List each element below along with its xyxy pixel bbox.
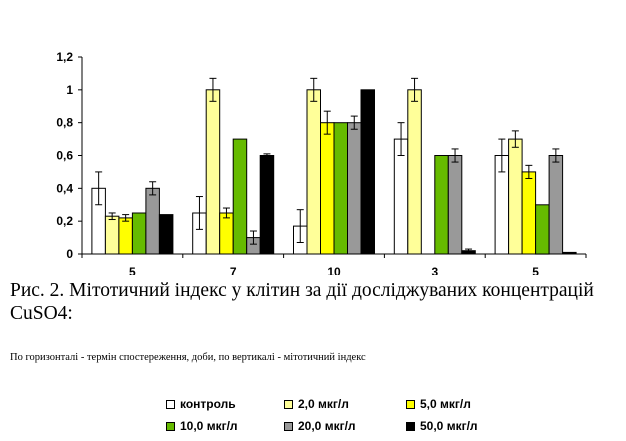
bar bbox=[347, 122, 362, 255]
bar bbox=[145, 187, 160, 255]
y-tick-label: 0,4 bbox=[56, 181, 73, 195]
bar bbox=[535, 204, 550, 255]
bar bbox=[232, 138, 248, 255]
bar bbox=[104, 215, 120, 255]
legend-item: контроль bbox=[166, 397, 284, 411]
bar bbox=[219, 212, 234, 255]
x-tick-label: 10 bbox=[327, 265, 341, 275]
x-tick-label: 5 bbox=[129, 265, 136, 275]
legend-label: 10,0 мкг/л bbox=[180, 419, 238, 433]
legend-item: 20,0 мкг/л bbox=[284, 419, 406, 433]
axes-layer: 0 0,2 0,4 0,6 0,8 1 1,2 5 7 10 3 5 bbox=[56, 50, 587, 275]
legend-item: 50,0 мкг/л bbox=[406, 419, 526, 433]
bar bbox=[407, 89, 422, 255]
x-tick-label: 3 bbox=[431, 265, 438, 275]
bar bbox=[158, 214, 174, 255]
y-tick-label: 0,2 bbox=[56, 214, 73, 228]
bar bbox=[306, 89, 321, 255]
legend-label: 2,0 мкг/л bbox=[298, 397, 349, 411]
y-tick-label: 1 bbox=[66, 83, 73, 97]
y-tick-label: 0,6 bbox=[56, 149, 73, 163]
bar bbox=[360, 89, 375, 255]
x-tick-label: 7 bbox=[230, 265, 237, 275]
bar bbox=[118, 217, 133, 255]
chart-legend: контроль 2,0 мкг/л 5,0 мкг/л 10,0 мкг/л 20,0… bbox=[166, 397, 526, 433]
legend-swatch bbox=[406, 399, 415, 409]
figure-caption: Рис. 2. Мітотичний індекс у клітин за ді… bbox=[10, 280, 594, 324]
bar bbox=[131, 212, 147, 255]
x-tick-label: 5 bbox=[532, 265, 539, 275]
mitotic-index-bar-chart: 0 0,2 0,4 0,6 0,8 1 1,2 5 7 10 3 5 bbox=[56, 50, 587, 275]
legend-label: 50,0 мкг/л bbox=[420, 419, 478, 433]
bar bbox=[508, 138, 523, 255]
legend-label: 20,0 мкг/л bbox=[298, 419, 356, 433]
legend-swatch bbox=[284, 399, 293, 409]
legend-item: 2,0 мкг/л bbox=[284, 397, 406, 411]
bar bbox=[521, 171, 537, 255]
bar bbox=[320, 122, 335, 255]
legend-item: 10,0 мкг/л bbox=[166, 419, 284, 433]
legend-label: контроль bbox=[180, 397, 236, 411]
axis-note: По горизонталі - термін спостереження, д… bbox=[10, 352, 366, 363]
legend-label: 5,0 мкг/л bbox=[420, 397, 471, 411]
bar bbox=[333, 122, 348, 255]
bar bbox=[434, 155, 449, 255]
bar bbox=[393, 138, 409, 255]
bar bbox=[447, 155, 463, 255]
y-tick-label: 1,2 bbox=[56, 50, 73, 64]
y-tick-label: 0 bbox=[66, 247, 73, 261]
legend-swatch bbox=[406, 421, 415, 431]
legend-swatch bbox=[284, 421, 293, 431]
bar bbox=[548, 155, 564, 255]
legend-swatch bbox=[166, 399, 175, 409]
bars-layer bbox=[91, 77, 577, 255]
bar bbox=[205, 89, 221, 255]
legend-swatch bbox=[166, 421, 175, 431]
y-tick-label: 0,8 bbox=[56, 116, 73, 130]
legend-item: 5,0 мкг/л bbox=[406, 397, 526, 411]
bar bbox=[259, 155, 275, 255]
